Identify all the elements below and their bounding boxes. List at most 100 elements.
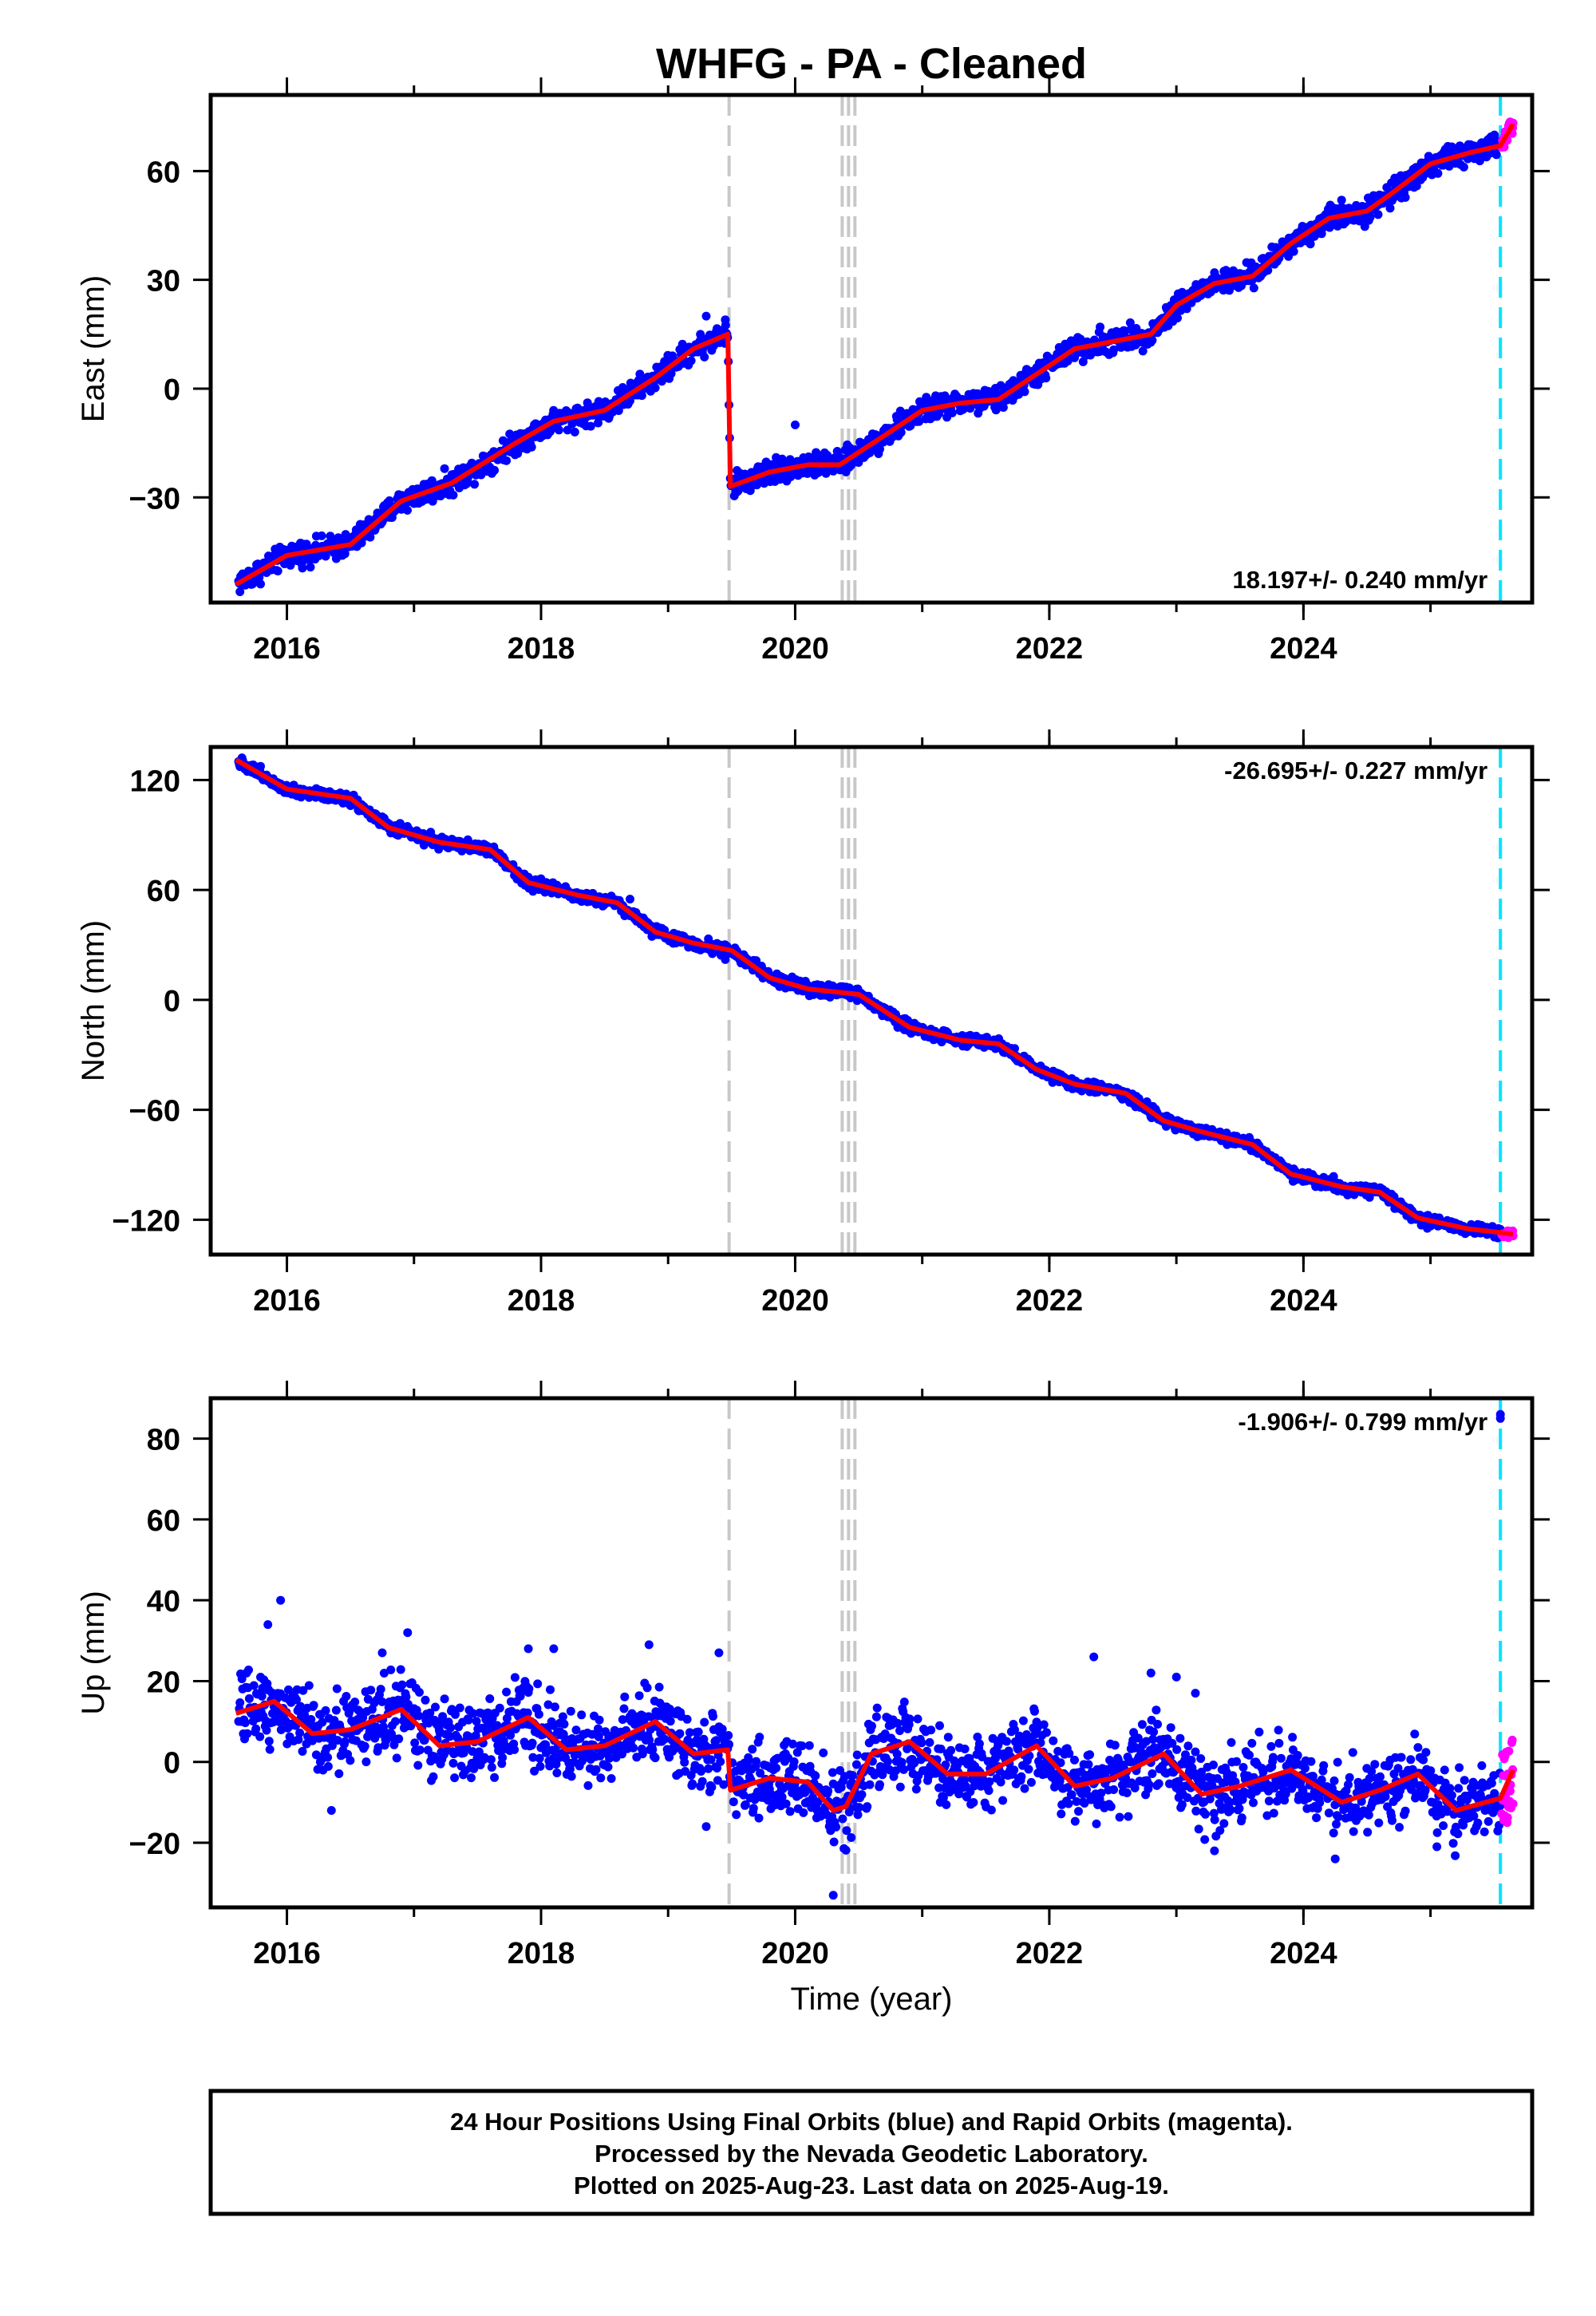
data-point [772,1763,781,1773]
data-point [510,1673,519,1682]
data-point [594,1724,602,1733]
chart-title: WHFG - PA - Cleaned [656,40,1087,88]
data-point [735,1777,745,1785]
data-point [594,1732,603,1741]
y-tick-label: −60 [129,1095,180,1128]
data-point [704,1764,713,1773]
data-point [772,453,781,462]
data-point [243,1729,252,1738]
data-point [379,1722,388,1732]
data-point [448,490,458,500]
data-point [464,1715,473,1725]
x-tick-label: 2018 [508,632,575,666]
data-point [446,1723,456,1733]
data-point [486,1755,496,1765]
x-tick-label: 2018 [508,1937,575,1970]
data-point [546,1685,555,1694]
data-point [804,1741,814,1750]
model-line [235,757,1514,1237]
data-point [1223,1140,1232,1149]
model-line [235,122,1515,587]
data-point [583,1780,593,1790]
plot-frame [208,745,1535,1257]
data-point [713,1764,721,1773]
data-point [595,1715,604,1725]
y-axis-label: Up (mm) [76,1591,111,1715]
data-point [847,1771,857,1780]
data-point [701,311,711,321]
data-point [680,1757,689,1767]
y-tick-label: 60 [147,875,180,908]
data-point [725,1740,733,1749]
data-point [853,1810,863,1820]
data-point [492,1721,502,1730]
data-point [1385,204,1395,213]
data-point [596,1773,606,1783]
data-point [240,1718,250,1728]
y-tick-label: 0 [164,1747,180,1780]
data-point [741,1800,750,1809]
data-point [721,315,730,325]
data-point [813,1797,823,1807]
data-point [333,1736,342,1745]
y-tick-label: 20 [147,1666,180,1699]
data-point [490,465,500,475]
data-point [645,1735,654,1745]
data-point [566,1706,575,1716]
data-point [373,1743,383,1753]
data-point [666,1717,675,1726]
data-point [309,1701,318,1710]
data-point [1491,150,1501,160]
data-point [421,1695,430,1705]
data-point [789,1757,799,1766]
x-tick-label: 2022 [1016,1284,1084,1318]
data-point [1041,373,1051,383]
data-point [797,1741,807,1751]
velocity-label: 18.197+/- 0.240 mm/yr [1232,566,1487,594]
data-point [306,1715,316,1724]
data-point [603,1762,613,1772]
data-point [566,1765,575,1774]
data-point [1173,314,1182,322]
data-point [586,421,595,431]
data-point [732,1810,741,1820]
data-point [577,1710,587,1720]
data-point [262,1725,271,1735]
data-point [413,1761,423,1770]
data-point [474,1747,484,1757]
data-point [811,1771,820,1780]
data-point [528,1753,538,1762]
data-point [523,1708,532,1717]
data-point [265,1745,275,1754]
data-point [468,1747,477,1757]
data-point [998,403,1008,412]
data-point [323,1761,333,1771]
data-point [485,1694,495,1703]
data-point [472,1717,481,1726]
data-point [304,1681,314,1690]
data-point [851,1760,861,1769]
data-point [719,1780,729,1789]
data-point [340,549,350,559]
data-point [591,1765,601,1774]
data-point [567,1772,576,1781]
data-point [842,1826,851,1836]
data-point [453,1733,463,1743]
plot-area [211,1398,1532,1907]
data-point [392,1753,401,1763]
data-point [706,1755,716,1765]
data-point [756,1769,765,1778]
y-tick-label: 60 [147,1504,180,1538]
data-point [697,1767,705,1776]
data-point [824,1786,833,1796]
data-point [321,551,330,561]
data-point [495,1703,504,1713]
data-point [502,1687,512,1697]
data-point [829,1837,839,1847]
data-point [414,1711,424,1721]
plot-frame [208,93,1535,605]
data-point [781,1799,791,1808]
data-point [450,1773,460,1783]
data-point [276,1725,286,1734]
